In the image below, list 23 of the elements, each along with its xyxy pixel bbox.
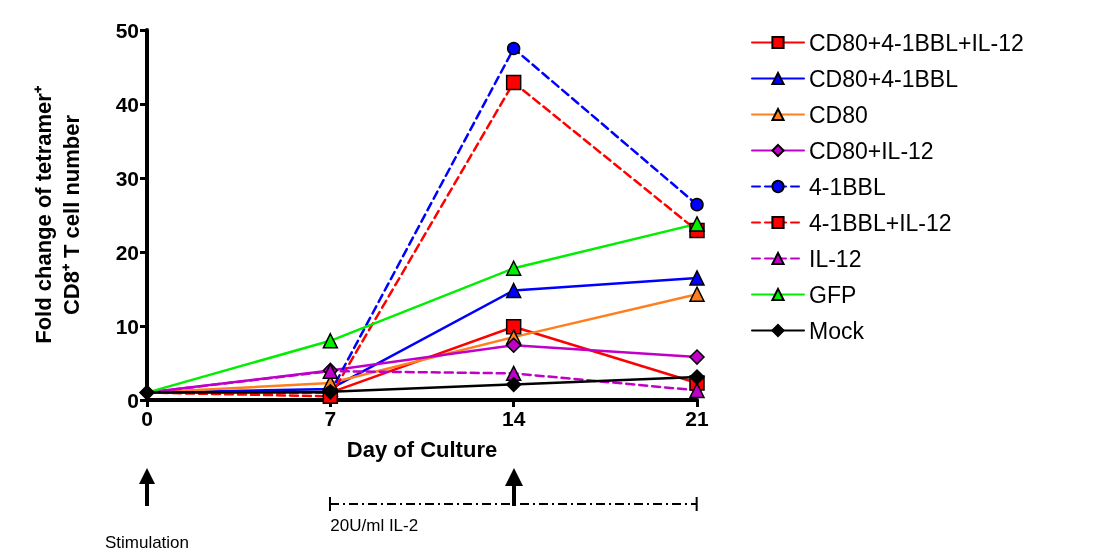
y-tick-label: 50: [115, 18, 139, 42]
text: 20U/ml IL-2: [330, 516, 419, 536]
x-tick-label: 0: [141, 407, 153, 430]
y-tick-label: 10: [115, 314, 139, 338]
x-tick-label: 7: [324, 407, 337, 430]
x-tick-label: 21: [685, 407, 709, 430]
y-tick-label: 40: [115, 92, 139, 116]
legend-label: Mock: [809, 317, 865, 344]
legend-label: CD80+4-1BBL: [809, 65, 959, 92]
legend-label: GFP: [809, 281, 857, 308]
x-tick-label: 14: [501, 407, 526, 430]
y-tick-label: 20: [115, 240, 139, 264]
legend-label: CD80+IL-12: [809, 137, 934, 164]
legend-label: IL-12: [809, 245, 862, 272]
legend-label: 4-1BBL: [809, 173, 886, 200]
text: Stimulation: [103, 533, 191, 553]
y-axis-title: Fold change of tetramer⁺ CD8⁺ T cell number: [30, 85, 84, 344]
y-tick-label: 30: [115, 166, 139, 190]
legend-label: CD80: [809, 101, 868, 128]
x-axis-title: Day of Culture: [346, 436, 498, 462]
legend-label: 4-1BBL+IL-12: [809, 209, 952, 236]
legend-label: CD80+4-1BBL+IL-12: [809, 29, 1024, 56]
y-tick-label: 0: [127, 388, 139, 412]
